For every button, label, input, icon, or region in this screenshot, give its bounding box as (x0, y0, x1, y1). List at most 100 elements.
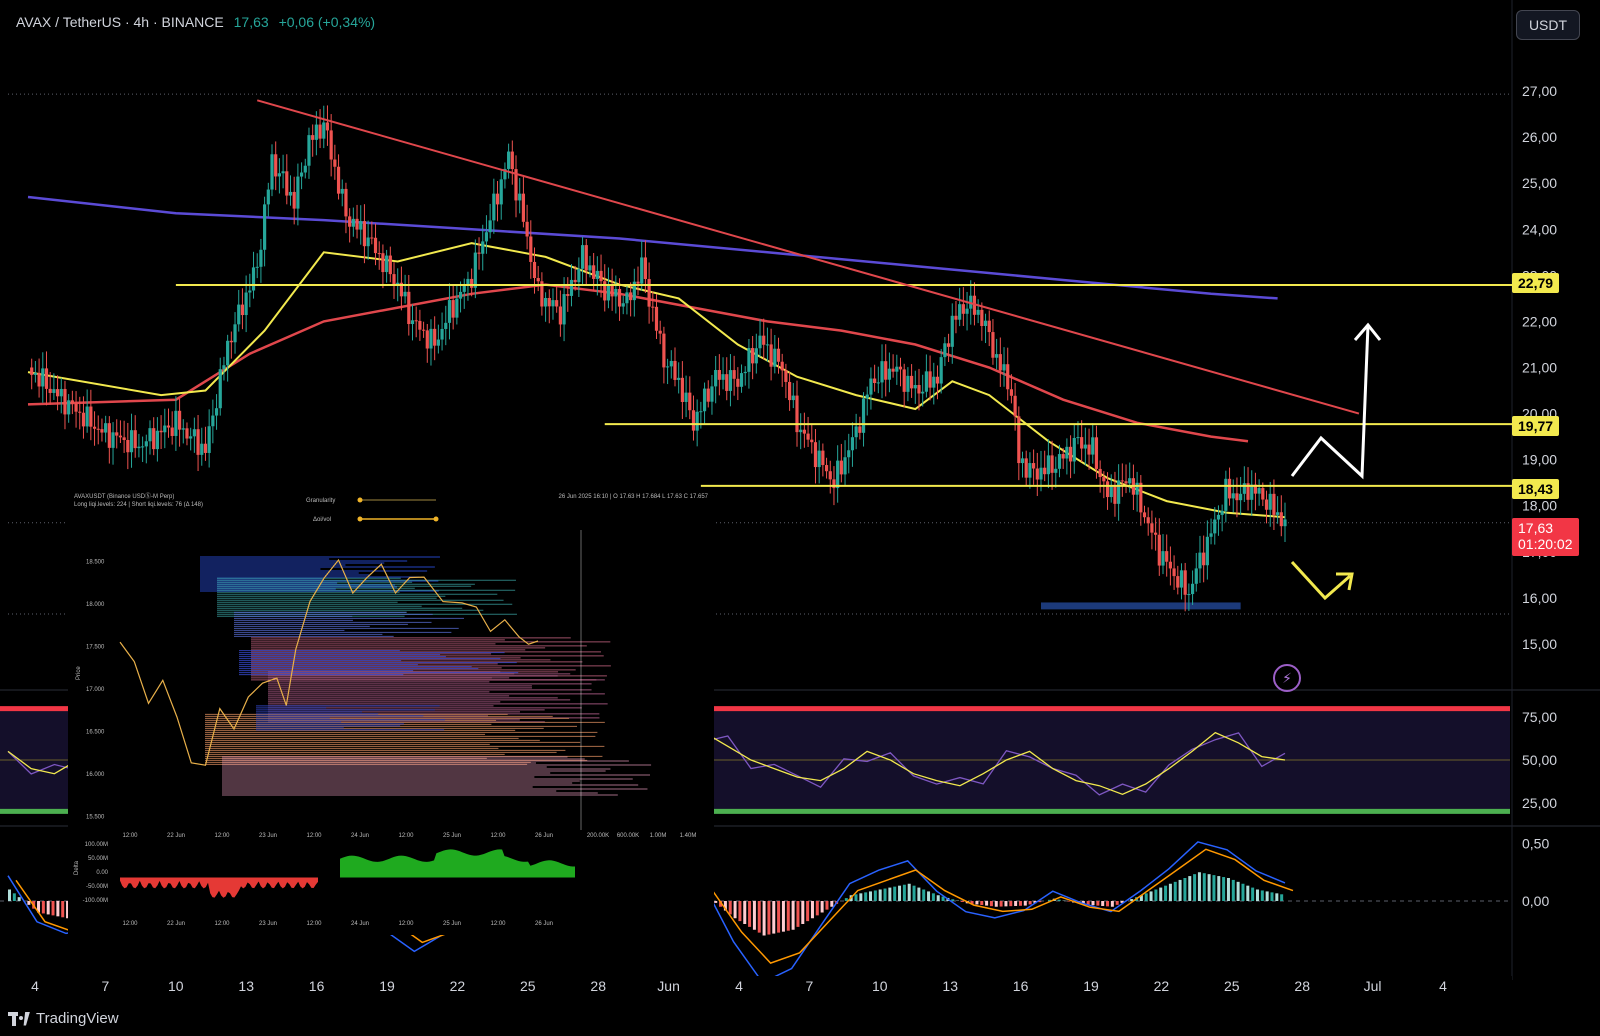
candle-body (81, 412, 86, 427)
currency-button[interactable]: USDT (1516, 10, 1580, 40)
macd-histogram-bar (864, 892, 868, 901)
candle-body (1242, 483, 1246, 494)
macd-histogram-bar (1231, 879, 1235, 901)
inset-time-tick: 12:00 (214, 833, 230, 839)
inset-volume-tick: 600.00K (617, 833, 639, 839)
candle-body (421, 329, 426, 331)
level-tag-2: 19,77 (1512, 416, 1560, 436)
candle-body (1142, 512, 1147, 518)
candle-body (884, 361, 888, 380)
macd-histogram-bar (1018, 901, 1022, 906)
inset-delta-time-tick: 25 Jun (443, 921, 461, 927)
candle-body (518, 193, 522, 201)
macd-histogram-bar (1168, 883, 1172, 901)
candle-body (233, 324, 237, 343)
candle-body (1172, 568, 1176, 577)
macd-histogram-bar (1173, 881, 1177, 901)
candle-body (407, 291, 411, 325)
inset-volume-tick: 1.40M (680, 833, 697, 839)
candle-body (721, 374, 725, 380)
macd-histogram-bar (907, 883, 911, 901)
candle-body (148, 428, 152, 442)
inset-time-tick: 22 Jun (167, 833, 185, 839)
candle-body (547, 297, 551, 307)
candle-body (470, 278, 474, 288)
inset-header-left2: Long liqi.levels: 224 | Short liqi.level… (74, 502, 203, 508)
candle-body (943, 343, 947, 358)
candle-body (285, 171, 289, 196)
macd-histogram-bar (1110, 901, 1114, 907)
candle-body (92, 426, 97, 429)
inset-delta-axis-label: Delta (74, 860, 80, 875)
inset-volume-tick: 1.00M (650, 833, 667, 839)
candle-body (477, 252, 481, 254)
candle-body (695, 411, 699, 431)
candle-body (621, 303, 625, 307)
candle-body (1028, 463, 1032, 478)
inset-delta-tick: -50.00M (86, 884, 108, 890)
tradingview-branding[interactable]: TradingView (8, 1010, 119, 1027)
price-axis-tick: 22,00 (1522, 313, 1557, 329)
candle-body (458, 291, 463, 299)
macd-histogram-bar (975, 901, 979, 905)
candle-body (30, 367, 34, 375)
candle-body (610, 284, 614, 297)
lightning-icon[interactable]: ⚡ (1273, 664, 1301, 692)
inset-time-tick: 12:00 (306, 833, 322, 839)
candle-body (536, 278, 540, 282)
chart-header: AVAX / TetherUS · 4h · BINANCE 17,63 +0,… (16, 14, 375, 30)
macd-histogram-bar (1255, 889, 1259, 901)
candle-body (769, 344, 773, 367)
candle-body (1146, 517, 1150, 524)
inset-delta-time-tick: 12:00 (490, 921, 506, 927)
candle-body (340, 188, 344, 194)
macd-histogram-bar (980, 901, 984, 906)
candle-body (52, 389, 56, 393)
time-axis-tick: 13 (238, 978, 254, 994)
candle-body (717, 370, 721, 380)
macd-histogram-bar (878, 889, 882, 901)
candle-body (813, 442, 818, 468)
candle-body (129, 430, 134, 453)
time-axis-tick: Jun (657, 978, 680, 994)
candle-body (891, 368, 895, 372)
macd-histogram-bar (723, 901, 727, 911)
macd-histogram-bar (791, 901, 795, 930)
candle-body (277, 173, 281, 177)
candle-body (1065, 446, 1069, 459)
candle-body (1264, 499, 1269, 510)
macd-histogram-bar (830, 901, 834, 907)
macd-histogram-bar (999, 901, 1003, 907)
candle-body (555, 300, 559, 307)
candle-body (817, 450, 821, 468)
level-tag-1: 22,79 (1512, 273, 1560, 293)
macd-histogram-bar (888, 887, 892, 901)
price-axis-tick: 24,00 (1522, 221, 1557, 237)
candle-body (281, 171, 285, 174)
candle-body (1113, 486, 1117, 504)
inset-delta-positive (340, 849, 575, 878)
candle-body (850, 437, 855, 451)
candle-body (821, 450, 825, 466)
candle-body (1176, 576, 1180, 588)
candle-body (355, 218, 359, 230)
price-axis-tick: 21,00 (1522, 360, 1557, 376)
candle-body (1087, 444, 1091, 455)
bullish-arrowhead (1353, 322, 1382, 341)
rsi-axis-tick: 25,00 (1522, 795, 1557, 811)
macd-histogram-bar (748, 901, 752, 927)
candle-body (647, 279, 651, 307)
macd-histogram-bar (941, 896, 945, 901)
candle-body (299, 172, 304, 177)
candle-body (758, 335, 762, 349)
candle-body (714, 370, 718, 387)
candle-body (1190, 583, 1195, 595)
candle-body (503, 168, 507, 180)
macd-histogram-bar (61, 901, 65, 918)
price-change-text: +0,06 (+0,34%) (278, 14, 376, 30)
candle-body (410, 320, 415, 325)
candle-body (751, 348, 755, 364)
candle-body (1080, 437, 1084, 449)
candle-body (33, 372, 37, 375)
